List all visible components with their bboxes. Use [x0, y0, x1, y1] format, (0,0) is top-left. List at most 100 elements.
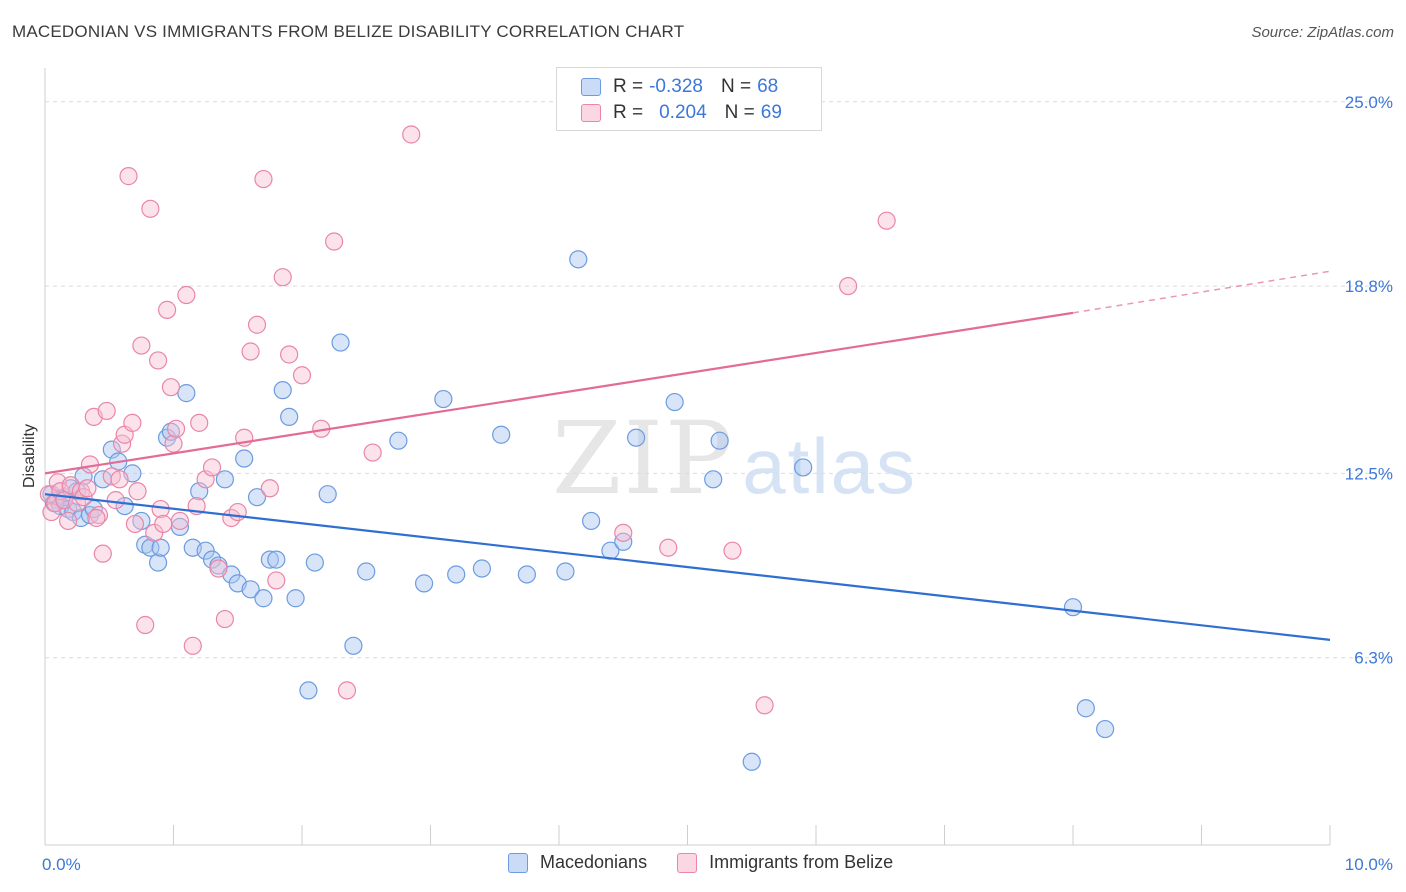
macedonians-point: [235, 449, 254, 468]
macedonians-point: [305, 553, 324, 572]
legend-n-value: 68: [757, 76, 779, 97]
macedonians-point: [286, 589, 305, 608]
belize-point: [325, 232, 344, 251]
macedonians-point: [241, 580, 260, 599]
y-tick-label: 12.5%: [1345, 464, 1393, 483]
x-tick-label: 0.0%: [42, 855, 81, 874]
macedonians-point: [280, 407, 299, 427]
macedonians-point: [626, 428, 646, 447]
macedonians-point: [141, 538, 160, 557]
series-legend-macedonians[interactable]: Macedonians: [508, 852, 647, 873]
macedonians-point: [389, 431, 408, 450]
macedonians-point: [331, 333, 350, 352]
series-label-macedonians: Macedonians: [540, 852, 648, 872]
macedonians-point: [414, 574, 434, 593]
legend-r-label: R =: [613, 102, 644, 123]
watermark-zip: ZIP: [552, 400, 735, 517]
belize-point: [89, 505, 109, 525]
macedonians-point: [148, 553, 168, 572]
legend-n-value: 69: [760, 102, 782, 123]
macedonians-point: [556, 562, 575, 581]
macedonians-point: [267, 550, 286, 569]
belize-point: [280, 345, 299, 364]
belize-point: [161, 378, 181, 397]
legend-n-label: N =: [720, 76, 752, 97]
legend-n-label: N =: [724, 102, 755, 123]
macedonians-point: [794, 458, 813, 477]
macedonians-point: [582, 511, 601, 531]
series-legend-belize[interactable]: Immigrants from Belize: [677, 852, 893, 873]
belize-point: [154, 514, 173, 534]
belize-point: [97, 401, 116, 421]
macedonians-point: [161, 422, 181, 441]
macedonians-point: [492, 425, 511, 444]
macedonians-point: [742, 752, 761, 771]
legend-swatch-macedonians: [581, 78, 601, 96]
macedonians-point: [517, 565, 536, 584]
belize-point: [87, 508, 106, 528]
belize-point: [157, 300, 177, 319]
legend-r-label: R =: [613, 76, 644, 97]
belize-point: [132, 336, 151, 355]
watermark-atlas: atlas: [742, 422, 918, 510]
belize-point: [190, 413, 209, 432]
belize-point: [247, 315, 267, 334]
macedonians-point: [215, 470, 234, 489]
belize-point: [337, 681, 357, 700]
series-swatch-belize: [677, 852, 698, 873]
belize-point: [292, 366, 312, 385]
belize-point: [839, 277, 858, 296]
legend-r-value: 0.204: [659, 102, 707, 123]
macedonians-trendline: [44, 493, 1331, 641]
macedonians-point: [447, 565, 466, 584]
macedonians-point: [434, 389, 453, 409]
belize-point: [141, 199, 160, 218]
x-tick-label: 10.0%: [1345, 855, 1393, 874]
belize-point: [78, 479, 97, 498]
belize-point: [723, 541, 742, 560]
legend-swatch-belize: [581, 104, 601, 122]
belize-point: [215, 609, 234, 629]
macedonians-point: [710, 431, 729, 450]
belize-point: [402, 125, 421, 144]
legend-row-macedonians: R = -0.328 N = 68: [581, 74, 778, 100]
belize-point: [202, 458, 222, 477]
belize-point: [755, 696, 774, 715]
belize-point: [110, 470, 129, 489]
belize-point: [273, 268, 292, 287]
legend-r-value: -0.328: [649, 76, 703, 97]
macedonians-point: [318, 485, 337, 504]
macedonians-point: [472, 559, 491, 578]
belize-point: [228, 502, 247, 522]
macedonians-point: [247, 488, 267, 507]
macedonians-point: [260, 550, 279, 569]
y-axis-label: Disability: [21, 424, 38, 488]
belize-point: [42, 502, 61, 522]
belize-point: [254, 169, 273, 189]
macedonians-point: [1063, 598, 1083, 617]
belize-point: [241, 342, 260, 361]
belize-point: [170, 511, 190, 531]
legend-row-belize: R = 0.204 N = 69: [581, 100, 782, 126]
macedonians-point: [1076, 699, 1095, 718]
belize-point: [125, 514, 145, 534]
macedonians-point: [299, 681, 318, 700]
belize-point: [363, 443, 382, 462]
belize-point: [614, 523, 633, 542]
belize-point: [123, 413, 142, 432]
belize-point: [260, 479, 279, 498]
y-tick-label: 6.3%: [1354, 649, 1393, 668]
belize-point: [183, 636, 202, 655]
belize-trendline: [44, 311, 1074, 475]
belize-point: [209, 559, 228, 578]
belize-point: [177, 285, 196, 305]
belize-point: [659, 538, 678, 557]
macedonians-point: [177, 384, 196, 403]
macedonians-point: [357, 562, 376, 581]
watermark: ZIP atlas: [552, 400, 917, 517]
macedonians-point: [569, 250, 588, 269]
series-legend: Macedonians Immigrants from Belize: [508, 852, 923, 873]
belize-point: [136, 615, 155, 635]
belize-point: [166, 419, 186, 438]
